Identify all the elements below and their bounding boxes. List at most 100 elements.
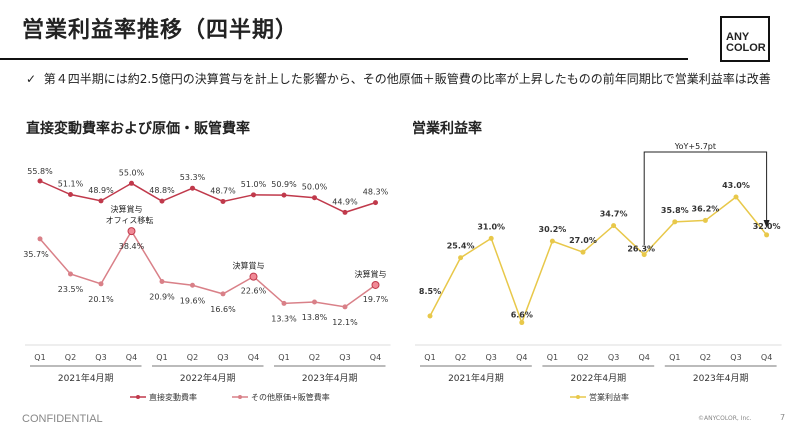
right-group-label: 2022年4月期 <box>570 372 626 384</box>
left-series-line <box>39 180 376 214</box>
left-data-label: 23.5% <box>58 285 84 294</box>
yoy-label: YoY+5.7pt <box>674 142 716 151</box>
left-data-point <box>371 280 380 289</box>
legend-label: 直接変動費率 <box>149 392 197 402</box>
legend-label: 営業利益率 <box>589 392 629 402</box>
left-data-label: 51.0% <box>241 180 267 189</box>
summary-text: 第４四半期には約2.5億円の決算賞与を計上した影響から、その他原価＋販管費の比率… <box>43 72 771 86</box>
legend-marker <box>238 395 242 399</box>
left-data-point <box>220 291 226 297</box>
left-tick-label: Q4 <box>370 353 381 362</box>
left-data-point <box>129 180 134 186</box>
left-tick-label: Q3 <box>339 353 350 362</box>
right-data-point <box>611 223 617 229</box>
left-data-label: 44.9% <box>332 197 358 206</box>
left-data-label: 55.8% <box>27 167 53 176</box>
right-tick-label: Q4 <box>761 353 772 362</box>
right-data-label: 34.7% <box>600 210 628 219</box>
left-tick-label: Q1 <box>156 353 167 362</box>
right-data-point <box>641 252 647 258</box>
page-number: 7 <box>780 413 786 422</box>
right-tick-label: Q4 <box>639 353 650 362</box>
left-data-label: 16.6% <box>210 305 236 314</box>
left-data-label: 50.9% <box>271 180 297 189</box>
right-data-label: 25.4% <box>447 242 475 251</box>
confidential-label: CONFIDENTIAL <box>22 413 103 425</box>
title-divider <box>0 58 688 60</box>
left-data-point <box>281 300 287 306</box>
summary-bullet: ✓ 第４四半期には約2.5億円の決算賞与を計上した影響から、その他原価＋販管費の… <box>26 70 771 87</box>
right-data-label: 36.2% <box>692 204 720 213</box>
left-data-label: 48.3% <box>363 188 389 197</box>
right-data-point <box>733 194 739 200</box>
right-data-label: 31.0% <box>477 222 505 231</box>
left-data-label: 20.9% <box>149 293 175 302</box>
legend-label: その他原価+販管費率 <box>251 392 330 402</box>
left-data-label: 13.8% <box>302 313 328 322</box>
left-tick-label: Q2 <box>65 353 76 362</box>
left-data-point <box>312 195 317 201</box>
legend-marker <box>576 395 580 399</box>
left-data-point <box>249 272 258 281</box>
right-data-point <box>488 235 494 241</box>
left-data-label: 48.9% <box>88 186 114 195</box>
left-data-label: 19.6% <box>180 296 206 305</box>
right-data-label: 26.3% <box>627 245 655 254</box>
right-data-label: 43.0% <box>722 181 750 190</box>
anycolor-logo: ANY COLOR <box>720 16 770 62</box>
right-data-point <box>702 217 708 223</box>
right-tick-label: Q3 <box>730 353 741 362</box>
left-data-point <box>251 192 256 198</box>
right-tick-label: Q1 <box>424 353 435 362</box>
right-tick-label: Q3 <box>486 353 497 362</box>
right-group-label: 2021年4月期 <box>448 372 504 384</box>
yoy-bracket <box>643 151 768 245</box>
left-data-point <box>37 236 43 242</box>
right-series-line <box>429 195 768 325</box>
yoy-arrow-icon <box>763 220 770 228</box>
left-data-label: 50.0% <box>302 183 328 192</box>
left-annotation: オフィス移転 <box>106 215 154 225</box>
right-tick-label: Q1 <box>547 353 558 362</box>
left-data-label: 51.1% <box>58 180 84 189</box>
check-icon: ✓ <box>26 72 37 86</box>
legend-marker <box>136 395 140 399</box>
left-chart-title: 直接変動費率および原価・販管費率 <box>26 121 250 137</box>
left-data-point <box>220 198 226 204</box>
left-data-point <box>127 227 136 236</box>
left-data-label: 48.7% <box>210 186 236 195</box>
left-data-label: 19.7% <box>363 295 389 304</box>
left-data-point <box>98 198 104 204</box>
left-data-point <box>342 209 348 215</box>
left-data-point <box>68 192 73 198</box>
left-tick-label: Q2 <box>187 353 198 362</box>
left-data-label: 38.4% <box>119 242 145 251</box>
left-tick-label: Q1 <box>278 353 289 362</box>
left-data-label: 12.1% <box>332 318 358 327</box>
right-tick-label: Q2 <box>455 353 466 362</box>
right-data-point <box>427 313 433 319</box>
left-data-point <box>68 271 73 277</box>
left-data-point <box>190 282 195 288</box>
right-data-label: 35.8% <box>661 206 689 215</box>
left-data-point <box>159 198 165 204</box>
left-data-label: 13.3% <box>271 314 297 323</box>
left-group-label: 2021年4月期 <box>58 372 114 384</box>
left-group-label: 2022年4月期 <box>180 372 236 384</box>
right-tick-label: Q2 <box>700 353 711 362</box>
left-data-point <box>373 200 378 206</box>
left-tick-label: Q3 <box>95 353 106 362</box>
left-data-point <box>312 299 317 305</box>
copyright: ©ANYCOLOR, Inc. <box>698 415 752 422</box>
left-tick-label: Q1 <box>34 353 45 362</box>
left-data-label: 53.3% <box>180 173 206 182</box>
left-data-point <box>159 279 165 285</box>
right-data-point <box>519 320 525 326</box>
left-data-point <box>281 192 287 198</box>
left-data-label: 48.8% <box>149 186 175 195</box>
right-data-point <box>764 232 770 238</box>
right-group-label: 2023年4月期 <box>693 372 749 384</box>
right-data-label: 8.5% <box>419 287 441 296</box>
right-tick-label: Q4 <box>516 353 527 362</box>
left-data-label: 55.0% <box>119 168 145 177</box>
